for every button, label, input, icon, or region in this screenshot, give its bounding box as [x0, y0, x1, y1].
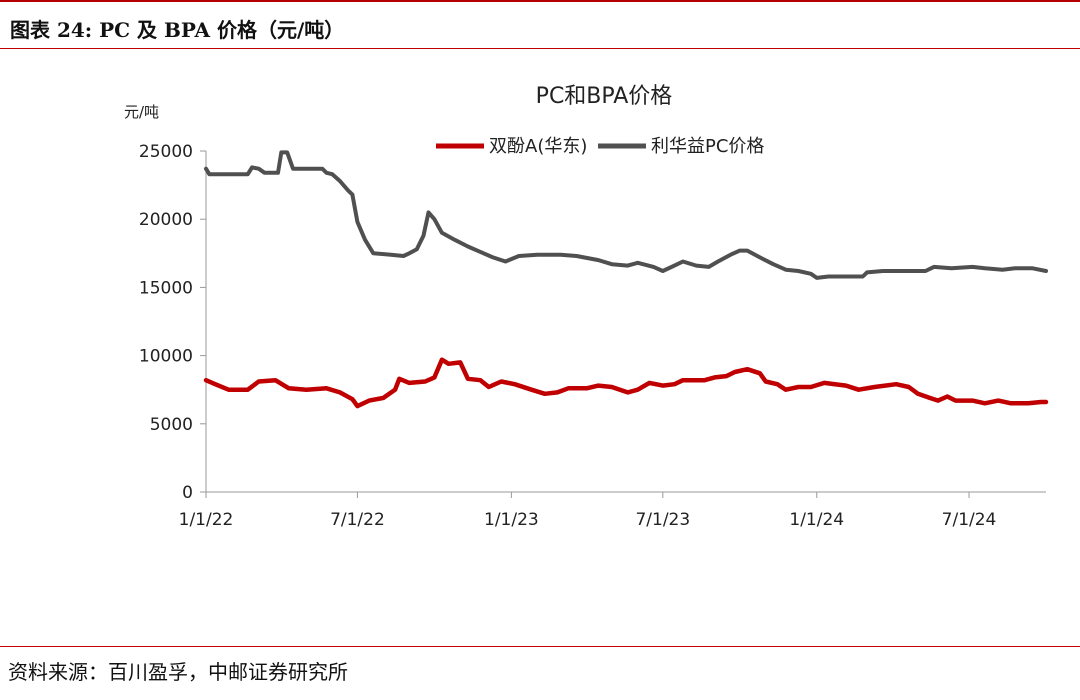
x-tick-label: 1/1/24	[789, 510, 844, 530]
legend-label-pc: 利华益PC价格	[651, 136, 764, 157]
y-tick-label: 5000	[150, 415, 193, 435]
chart-title: PC和BPA价格	[536, 84, 673, 109]
figure-title: 图表 24: PC 及 BPA 价格（元/吨）	[10, 18, 345, 42]
price-line-chart: PC和BPA价格 元/吨 双酚A(华东) 利华益PC价格 0 5000 10000 1…	[124, 84, 1049, 530]
top-rule	[0, 0, 1080, 2]
x-tick-label: 7/1/24	[942, 510, 997, 530]
legend: 双酚A(华东) 利华益PC价格	[436, 136, 764, 157]
y-tick-label: 25000	[139, 142, 193, 162]
x-tick-label: 7/1/22	[330, 510, 385, 530]
y-tick-label: 20000	[139, 210, 193, 230]
y-axis-unit-label: 元/吨	[124, 103, 159, 121]
y-tick-label: 10000	[139, 347, 193, 367]
x-tick-label: 7/1/23	[635, 510, 690, 530]
y-axis: 0 5000 10000 15000 20000 25000	[139, 142, 207, 503]
legend-item-bpa: 双酚A(华东)	[436, 136, 587, 157]
legend-item-pc: 利华益PC价格	[598, 136, 764, 157]
header-rule	[0, 48, 1080, 49]
legend-label-bpa: 双酚A(华东)	[489, 136, 587, 157]
x-tick-label: 1/1/22	[179, 510, 234, 530]
source-note: 资料来源：百川盈孚，中邮证券研究所	[8, 660, 348, 684]
x-axis: 1/1/22 7/1/22 1/1/23 7/1/23 1/1/24 7/1/24	[179, 491, 1046, 530]
series-layer	[203, 150, 1049, 409]
y-tick-label: 15000	[139, 278, 193, 298]
series-line-pc	[204, 150, 1048, 280]
x-tick-label: 1/1/23	[484, 510, 539, 530]
footer-rule	[0, 646, 1080, 647]
series-line-bpa	[203, 357, 1049, 409]
y-tick-label: 0	[182, 483, 193, 503]
